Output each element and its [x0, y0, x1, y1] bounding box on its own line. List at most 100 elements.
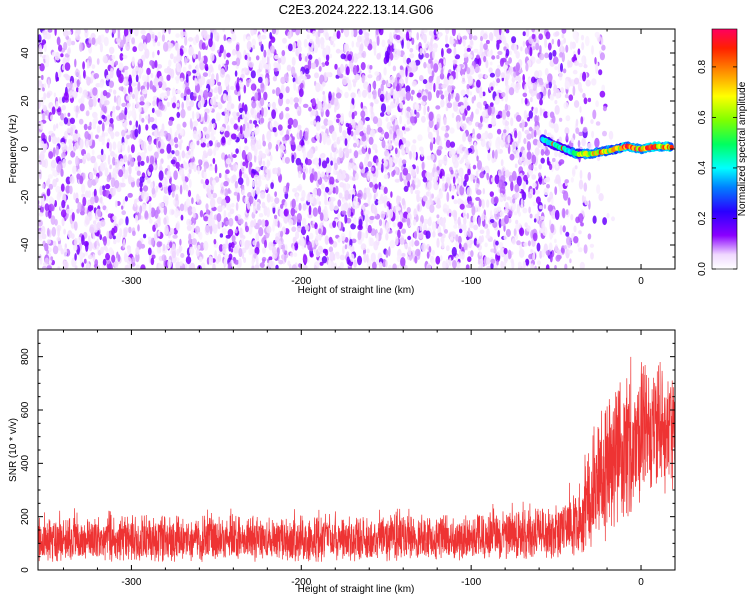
- spectrogram-cell: [338, 192, 343, 199]
- spectrogram-cell: [391, 102, 398, 108]
- spectrogram-cell: [578, 247, 583, 253]
- spectrogram-cell: [61, 199, 66, 209]
- spectrogram-cell: [550, 223, 555, 234]
- spectrogram-cell: [55, 71, 59, 83]
- spectrogram-cell: [152, 100, 157, 107]
- spectrogram-cell: [581, 42, 585, 51]
- spectrogram-cell: [344, 244, 348, 250]
- spectrogram-cell: [87, 254, 93, 260]
- spectrogram-cell: [530, 97, 533, 103]
- spectrogram-cell: [109, 117, 114, 124]
- spectrogram-cell: [176, 102, 180, 107]
- spectrogram-cell: [409, 48, 414, 53]
- spectrogram-cell: [171, 209, 175, 215]
- spectrogram-cell: [263, 91, 268, 101]
- spectrogram-cell: [112, 235, 116, 240]
- spectrogram-cell: [67, 138, 74, 145]
- spectrogram-cell: [461, 223, 467, 231]
- spectrogram-cell: [464, 147, 469, 158]
- spectrogram-cell: [132, 46, 137, 53]
- spectrogram-cell: [179, 184, 183, 195]
- spectrogram-cell: [267, 103, 272, 108]
- spectrogram-cell: [361, 204, 366, 210]
- spectrogram-cell: [267, 141, 272, 150]
- spectrogram-cell: [357, 230, 362, 241]
- spectrogram-cell: [378, 219, 383, 227]
- spectrogram-cell: [364, 210, 370, 216]
- spectrogram-cell: [109, 67, 114, 79]
- spectrogram-cell: [312, 207, 318, 217]
- spectrogram-cell: [171, 250, 176, 259]
- spectrogram-cell: [482, 33, 488, 40]
- spectrogram-cell: [508, 87, 515, 96]
- spectrogram-cell: [221, 205, 225, 210]
- spectrogram-cell: [389, 47, 393, 53]
- spectrogram-cell: [336, 172, 342, 182]
- spectrogram-cell: [219, 44, 224, 54]
- spectrogram-cell: [491, 55, 496, 60]
- spectrogram-cell: [262, 258, 266, 264]
- spectrogram-cell: [444, 182, 449, 190]
- spectrogram-cell: [415, 189, 421, 195]
- spectrogram-cell: [253, 120, 258, 125]
- spectrogram-cell: [331, 130, 337, 141]
- spectrogram-cell: [441, 175, 445, 182]
- spectrogram-cell: [85, 110, 90, 117]
- spectrogram-cell: [480, 257, 484, 268]
- spectrogram-cell: [340, 116, 344, 125]
- spectrogram-cell: [313, 44, 318, 54]
- spectrogram-cell: [481, 213, 485, 222]
- spectrogram-cell: [478, 235, 483, 245]
- spectrogram-cell: [554, 105, 560, 115]
- spectrogram-cell: [349, 244, 352, 251]
- spectrogram-cell: [407, 180, 410, 188]
- spectrogram-cell: [423, 61, 427, 69]
- spectrogram-cell: [164, 224, 169, 235]
- spectrogram-cell: [312, 30, 316, 37]
- spectrogram-cell: [211, 179, 217, 186]
- spectrogram-cell: [375, 29, 379, 36]
- spectrogram-cell: [143, 233, 147, 239]
- spectrogram-cell: [185, 73, 189, 83]
- spectrogram-cell: [274, 197, 280, 205]
- spectrogram-cell: [153, 77, 159, 87]
- spectrogram-cell: [516, 240, 521, 246]
- spectrogram-cell: [266, 159, 270, 169]
- spectrogram-cell: [173, 137, 179, 143]
- spectrogram-cell: [244, 137, 248, 144]
- spectrogram-cell: [399, 69, 405, 76]
- spectrogram-cell: [76, 87, 79, 93]
- spectrogram-cell: [543, 187, 549, 196]
- spectrogram-cell: [144, 48, 150, 59]
- spectrogram-cell: [349, 103, 354, 110]
- spectrogram-cell: [511, 260, 515, 269]
- spectrogram-cell: [337, 159, 341, 164]
- spectrogram-cell: [150, 72, 154, 79]
- spectrogram-cell: [51, 226, 57, 237]
- spectrogram-cell: [58, 44, 63, 52]
- spectrogram-cell: [159, 161, 162, 171]
- spectrogram-cell: [167, 259, 172, 269]
- spectrogram-cell: [369, 237, 374, 247]
- spectrogram-cell: [243, 257, 247, 264]
- spectrogram-cell: [187, 106, 192, 111]
- spectrogram-cell: [451, 29, 456, 37]
- spectrogram-cell: [448, 212, 452, 217]
- spectrogram-cell: [322, 101, 328, 111]
- spectrogram-cell: [94, 195, 99, 204]
- spectrogram-cell: [140, 160, 145, 166]
- spectrogram-cell: [125, 216, 129, 226]
- spectrogram-cell: [496, 143, 501, 154]
- spectrogram-cell: [457, 185, 460, 195]
- spectrogram-cell: [96, 58, 100, 65]
- spectrogram-cell: [440, 94, 445, 100]
- spectrogram-cell: [46, 227, 50, 237]
- spectrogram-cell: [455, 168, 459, 174]
- spectrogram-cell: [243, 130, 247, 139]
- spectrogram-cell: [515, 62, 521, 72]
- spectrogram-cell: [445, 245, 450, 252]
- spectrogram-cell: [140, 264, 146, 269]
- spectrogram-cell: [72, 165, 77, 175]
